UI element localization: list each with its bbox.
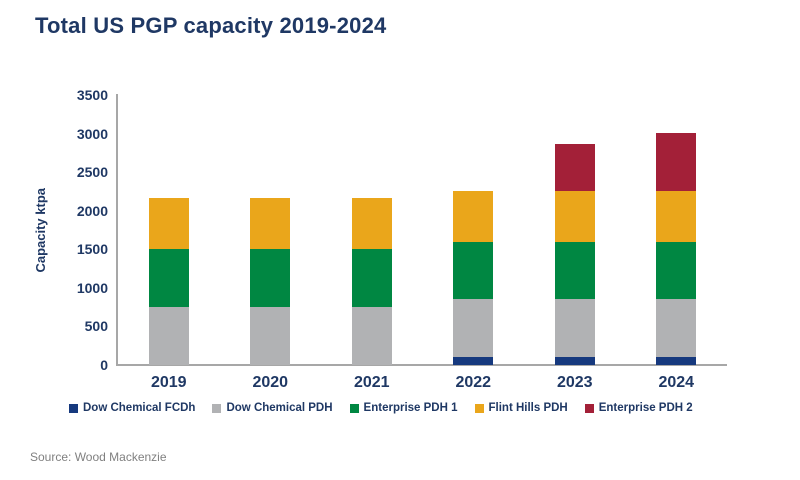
y-tick-label: 1500	[76, 241, 108, 258]
bar-segment	[554, 144, 595, 191]
legend-swatch-icon	[212, 403, 222, 413]
stacked-bar-2020	[250, 198, 291, 365]
y-axis-tick-labels: 0 500 1000 1500 2000 2500 3000 3500	[0, 0, 108, 480]
bar-segment	[453, 241, 494, 300]
stacked-bar-2019	[148, 198, 189, 365]
bar-slot-2023	[524, 95, 626, 365]
bar-segment	[250, 198, 291, 250]
bar-segment	[656, 190, 697, 242]
legend-label: Flint Hills PDH	[488, 402, 568, 414]
bar-segment	[351, 249, 392, 308]
stacked-bar-2023	[554, 144, 595, 365]
bar-slot-2020	[220, 95, 322, 365]
y-tick-label: 500	[84, 318, 108, 335]
bar-segment	[554, 299, 595, 358]
legend-label: Dow Chemical PDH	[226, 402, 333, 414]
bar-slot-2022	[423, 95, 525, 365]
bar-segment	[554, 241, 595, 300]
plot-area	[118, 95, 727, 365]
x-axis-tick-labels: 2019 2020 2021 2022 2023 2024	[118, 374, 727, 394]
y-axis-line	[116, 94, 118, 366]
stacked-bar-2024	[656, 132, 697, 365]
legend-item: Dow Chemical PDH	[212, 402, 333, 414]
legend-item: Enterprise PDH 2	[584, 402, 693, 414]
bar-segment	[554, 357, 595, 365]
x-tick-label: 2024	[658, 374, 695, 391]
bar-slot-2024	[626, 95, 728, 365]
bar-segment	[453, 190, 494, 242]
y-tick-label: 2000	[76, 202, 108, 219]
legend-item: Enterprise PDH 1	[349, 402, 458, 414]
legend-label: Enterprise PDH 1	[363, 402, 458, 414]
y-tick-label: 0	[100, 357, 108, 373]
bar-segment	[148, 307, 189, 365]
bar-segment	[453, 357, 494, 365]
x-tick-label: 2020	[252, 374, 289, 391]
legend-swatch-icon	[69, 403, 78, 413]
bar-segment	[250, 249, 291, 308]
stacked-bar-2022	[453, 190, 494, 365]
legend-swatch-icon	[584, 403, 594, 413]
stacked-bar-2021	[351, 198, 392, 365]
bar-segment	[656, 357, 697, 365]
y-tick-label: 3500	[76, 87, 108, 103]
bar-slot-2021	[321, 95, 423, 365]
y-tick-label: 2500	[76, 164, 108, 181]
x-axis-line	[116, 364, 727, 366]
bar-segment	[351, 198, 392, 250]
x-tick-label: 2019	[150, 374, 187, 391]
bar-segment	[453, 299, 494, 358]
bar-slot-2019	[118, 95, 220, 365]
legend-swatch-icon	[474, 403, 484, 413]
x-tick-label: 2021	[353, 374, 390, 391]
legend: Dow Chemical FCDh Dow Chemical PDH Enterpr…	[69, 401, 693, 415]
source-note: Source: Wood Mackenzie	[30, 450, 167, 464]
legend-swatch-icon	[349, 403, 359, 413]
legend-item: Dow Chemical FCDh	[69, 402, 195, 414]
chart-title: Total US PGP capacity 2019-2024	[35, 13, 387, 38]
bar-segment	[656, 299, 697, 358]
bar-segment	[656, 241, 697, 300]
x-tick-label: 2023	[556, 374, 593, 391]
bar-segment	[351, 307, 392, 365]
bar-segment	[250, 307, 291, 365]
y-tick-label: 1000	[76, 279, 108, 296]
legend-item: Flint Hills PDH	[474, 402, 568, 414]
bar-segment	[554, 190, 595, 242]
legend-label: Dow Chemical FCDh	[83, 402, 196, 414]
bar-segment	[656, 132, 697, 191]
bar-segment	[148, 249, 189, 308]
y-tick-label: 3000	[76, 125, 108, 142]
legend-label: Enterprise PDH 2	[598, 402, 693, 414]
bar-segment	[148, 198, 189, 250]
x-tick-label: 2022	[455, 374, 492, 391]
